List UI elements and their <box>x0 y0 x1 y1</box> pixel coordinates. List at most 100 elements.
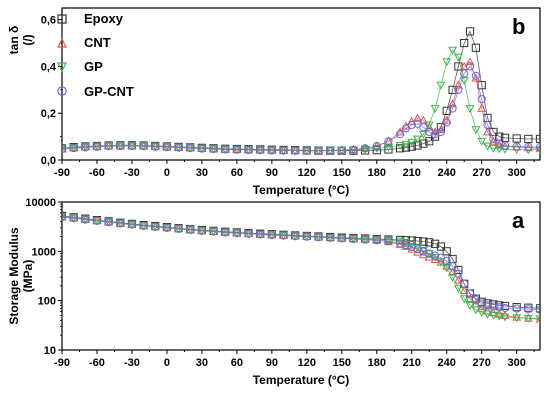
data-point <box>69 214 78 223</box>
tan-delta-plot-frame <box>61 7 541 161</box>
data-point <box>430 239 440 248</box>
data-point <box>488 311 498 320</box>
data-point <box>436 123 446 132</box>
data-point <box>494 312 504 321</box>
data-point <box>430 105 440 114</box>
data-point <box>395 130 405 139</box>
legend-marker-triangle-down <box>57 62 67 73</box>
data-point <box>419 237 428 246</box>
data-point <box>448 46 458 55</box>
x-tick-label: 0 <box>164 167 170 179</box>
x-tick-label: -90 <box>54 167 70 179</box>
data-point <box>430 251 440 260</box>
legend-marker-triangle-up <box>57 37 67 48</box>
data-point <box>162 143 172 152</box>
x-tick-label: 60 <box>231 357 243 369</box>
data-point <box>448 85 457 94</box>
series-layer <box>62 27 540 156</box>
data-point <box>395 237 405 246</box>
tan-delta-x-ticks: -90 -60 -30 0 30 60 90 120 150 180 210 240 270 300 <box>54 160 535 179</box>
data-point <box>104 142 113 151</box>
data-point <box>221 228 230 237</box>
x-tick-label: 180 <box>368 167 386 179</box>
data-point <box>395 144 405 153</box>
data-point <box>401 140 411 149</box>
y-tick-label: 100 <box>38 296 56 308</box>
data-point <box>383 143 393 152</box>
data-point <box>302 232 311 241</box>
data-point <box>500 313 510 322</box>
data-point <box>395 239 405 248</box>
data-point <box>244 229 253 238</box>
data-point <box>477 303 487 312</box>
storage-modulus-y-ticks: 10 100 1000 10000 <box>25 197 62 357</box>
data-point <box>127 141 137 151</box>
data-point <box>139 221 148 230</box>
data-point <box>401 241 411 250</box>
series-line <box>62 61 540 152</box>
data-point <box>483 301 492 310</box>
x-tick-label: 240 <box>438 357 456 369</box>
data-point <box>413 113 423 122</box>
data-point <box>535 143 540 152</box>
data-point <box>500 145 510 154</box>
data-point <box>92 142 102 151</box>
x-tick-label: -90 <box>54 357 70 369</box>
x-tick-label: 210 <box>403 357 421 369</box>
data-point <box>454 85 463 94</box>
data-point <box>413 245 422 254</box>
data-point <box>495 303 504 312</box>
data-point <box>535 143 540 152</box>
x-tick-label: 120 <box>298 167 316 179</box>
data-point <box>395 142 405 151</box>
data-point <box>174 143 183 152</box>
data-point <box>500 303 510 313</box>
data-point <box>471 306 481 315</box>
data-point <box>483 120 492 130</box>
data-point <box>453 53 463 62</box>
data-point <box>424 121 434 130</box>
data-point <box>523 314 533 323</box>
data-point <box>524 134 533 144</box>
data-point <box>465 57 475 66</box>
data-point <box>326 233 335 242</box>
data-point <box>104 218 113 227</box>
data-point <box>425 137 434 146</box>
data-point <box>488 136 498 145</box>
data-point <box>465 62 475 71</box>
data-point <box>448 267 458 276</box>
x-tick-label: 90 <box>266 357 278 369</box>
data-point <box>483 127 492 136</box>
data-point <box>512 304 521 313</box>
data-point <box>495 139 504 148</box>
data-point <box>419 247 428 256</box>
data-point <box>384 137 393 146</box>
data-point <box>62 144 67 154</box>
legend-label-gp: GP <box>84 59 103 74</box>
data-point <box>401 121 411 130</box>
data-point <box>372 146 381 155</box>
data-point <box>197 144 207 153</box>
data-point <box>232 145 241 154</box>
data-point <box>92 216 102 225</box>
data-point <box>361 144 370 153</box>
tan-delta-y-ticks: 0,0 0,2 0,4 0,6 <box>41 15 62 167</box>
data-point <box>471 71 480 80</box>
data-point <box>448 273 458 282</box>
legend-label-gp-cnt: GP-CNT <box>84 84 134 99</box>
data-point <box>419 123 428 132</box>
legend-label-cnt: CNT <box>84 35 111 50</box>
data-point <box>407 242 416 252</box>
storage-modulus-x-axis-label: Temperature (°C) <box>253 373 350 387</box>
data-point <box>436 127 446 137</box>
data-point <box>407 138 417 147</box>
data-point <box>489 302 498 311</box>
data-point <box>209 144 218 154</box>
data-point <box>221 145 230 154</box>
data-point <box>419 139 428 148</box>
data-point <box>349 234 358 244</box>
data-point <box>436 258 446 267</box>
data-point <box>62 213 67 222</box>
series-line <box>62 216 540 320</box>
data-point <box>488 144 498 153</box>
